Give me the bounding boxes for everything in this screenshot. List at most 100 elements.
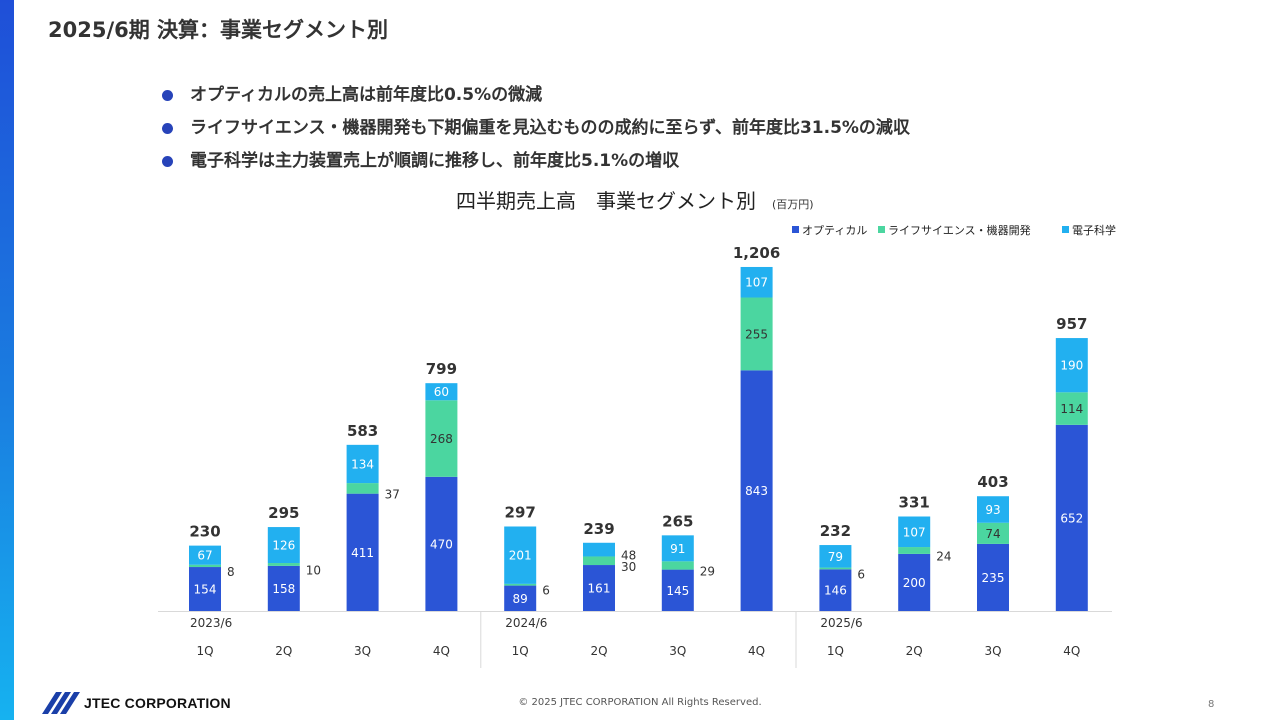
chart-unit-label: (百万円) [772, 198, 814, 211]
bar-value-label: 134 [351, 457, 374, 471]
bar-value-label: 10 [306, 563, 321, 577]
x-tick-label: 2Q [906, 644, 923, 658]
bar-segment [819, 545, 852, 568]
x-tick-label: 2Q [590, 644, 607, 658]
bar-total-label: 239 [583, 520, 614, 538]
bar-value-label: 470 [430, 537, 453, 551]
bar-value-label: 74 [985, 527, 1000, 541]
bar-value-label: 158 [272, 582, 295, 596]
company-name: JTEC CORPORATION [84, 695, 231, 711]
bar-value-label: 161 [588, 582, 611, 596]
bar-value-label: 201 [509, 549, 532, 563]
bar-total-label: 1,206 [733, 244, 780, 262]
x-tick-label: 1Q [196, 644, 213, 658]
bar-segment [661, 535, 694, 562]
bars-layer: 154 8 67 230 158 10 126 295 411 37 134 583 470 268 60 7… [189, 244, 1088, 611]
bar-value-label: 91 [670, 542, 685, 556]
bar-segment [898, 516, 931, 548]
bar-value-label: 652 [1060, 511, 1083, 525]
bar-segment [189, 545, 221, 565]
bar-value-label: 89 [513, 592, 528, 606]
bar-value-label: 107 [903, 525, 926, 539]
bullet-item: 電子科学は主力装置売上が順調に推移し、前年度比5.1%の増収 [162, 148, 910, 181]
bar-total-label: 297 [505, 503, 536, 521]
bar-value-label: 6 [542, 584, 550, 598]
bar-value-label: 114 [1060, 402, 1083, 416]
bar-value-label: 235 [982, 571, 1005, 585]
bullet-text: オプティカルの売上高は前年度比0.5%の微減 [190, 85, 543, 105]
x-tick-label: 3Q [354, 644, 371, 658]
bar-total-label: 957 [1056, 315, 1087, 333]
bar-value-label: 107 [745, 276, 768, 290]
bar-total-label: 295 [268, 504, 299, 522]
bar-value-label: 843 [745, 484, 768, 498]
bar-value-label: 24 [936, 549, 951, 563]
legend-swatch [878, 226, 885, 233]
bar-value-label: 60 [434, 385, 449, 399]
bar-segment [977, 543, 1009, 611]
bar-segment [425, 383, 458, 401]
bar-value-label: 79 [828, 550, 843, 564]
x-tick-label: 1Q [827, 644, 844, 658]
bar-total-label: 583 [347, 422, 378, 440]
bar-segment [583, 556, 615, 566]
bar-value-label: 200 [903, 576, 926, 590]
bar-segment [740, 297, 773, 371]
bar-segment [267, 563, 300, 566]
x-group-label: 2025/6 [820, 616, 862, 630]
legend-swatch [1062, 226, 1069, 233]
bullet-item: ライフサイエンス・機器開発も下期偏重を見込むものの成約に至らず、前年度比31.5… [162, 115, 910, 148]
bar-segment [425, 476, 458, 611]
bar-segment [346, 493, 379, 611]
bar-value-label: 30 [621, 560, 636, 574]
bar-segment [583, 542, 615, 557]
bullet-item: オプティカルの売上高は前年度比0.5%の微減 [162, 82, 910, 115]
bullet-dot [162, 123, 173, 134]
page-title: 2025/6期 決算：事業セグメント別 [48, 18, 389, 42]
bar-segment [898, 553, 931, 611]
bar-segment [1055, 338, 1088, 393]
bar-value-label: 93 [985, 503, 1000, 517]
bar-value-label: 268 [430, 432, 453, 446]
bar-value-label: 255 [745, 327, 768, 341]
bar-segment [267, 527, 300, 564]
bar-segment [1055, 424, 1088, 611]
bar-segment [819, 569, 852, 611]
quarterly-sales-chart: 四半期売上高 事業セグメント別 (百万円) オプティカル ライフサイエンス・機器開… [158, 189, 1116, 668]
bar-segment [740, 370, 773, 611]
bullet-dot [162, 90, 173, 101]
page-number: 8 [1208, 699, 1215, 710]
x-tick-label: 3Q [669, 644, 686, 658]
bar-value-label: 6 [857, 567, 865, 581]
x-group-label: 2024/6 [505, 616, 547, 630]
bar-segment [661, 569, 694, 611]
bar-value-label: 154 [194, 583, 217, 597]
company-logo: JTEC CORPORATION [42, 690, 231, 716]
jtec-logo-icon [42, 692, 80, 714]
bar-value-label: 145 [666, 584, 689, 598]
bullet-list: オプティカルの売上高は前年度比0.5%の微減 ライフサイエンス・機器開発も下期偏… [162, 82, 910, 181]
bar-segment [425, 400, 458, 477]
x-tick-label: 4Q [748, 644, 765, 658]
legend-label: ライフサイエンス・機器開発 [888, 223, 1031, 237]
bar-total-label: 403 [977, 473, 1008, 491]
bar-total-label: 331 [899, 493, 930, 511]
bar-segment [583, 565, 615, 611]
bar-value-label: 37 [385, 487, 400, 501]
x-tick-label: 1Q [512, 644, 529, 658]
legend-swatch [792, 226, 799, 233]
copyright-text: © 2025 JTEC CORPORATION All Rights Reser… [518, 697, 762, 708]
bar-value-label: 190 [1060, 359, 1083, 373]
bar-value-label: 48 [621, 549, 636, 563]
bar-value-label: 29 [700, 564, 715, 578]
bar-segment [504, 585, 537, 611]
bar-segment [189, 564, 221, 568]
x-axis: 1Q 2Q 3Q 4Q 1Q 2Q 3Q 4Q 1Q 2Q 3Q 4Q 2023/6 2024/6 2025… [158, 611, 1112, 668]
bullet-text: ライフサイエンス・機器開発も下期偏重を見込むものの成約に至らず、前年度比31.5… [190, 118, 910, 138]
bar-value-label: 8 [227, 565, 235, 579]
bar-segment [267, 565, 300, 611]
x-group-label: 2023/6 [190, 616, 232, 630]
x-tick-label: 2Q [275, 644, 292, 658]
bar-segment [977, 522, 1009, 544]
bullet-dot [162, 156, 173, 167]
